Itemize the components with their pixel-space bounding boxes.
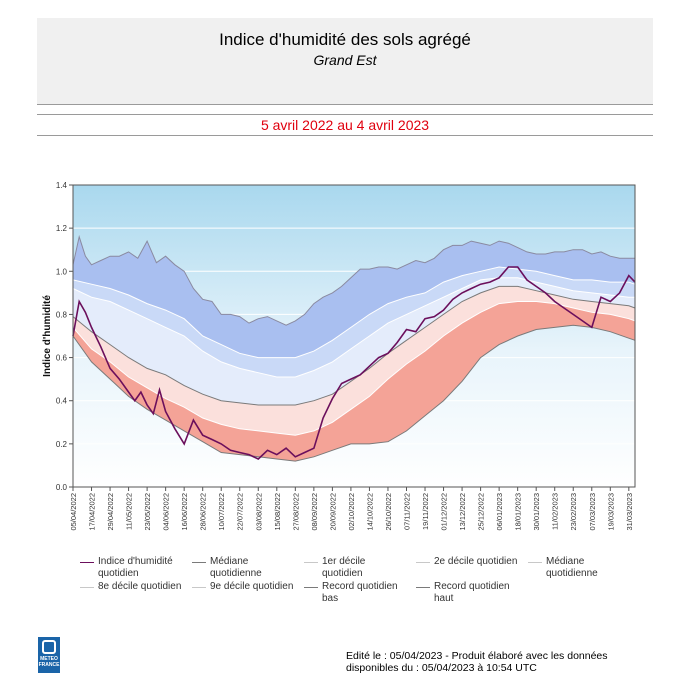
x-tick-label: 04/06/2022 [162, 493, 171, 531]
legend-swatch [416, 562, 430, 563]
y-tick-label: 1.2 [56, 224, 68, 233]
x-tick-label: 13/12/2022 [458, 493, 467, 531]
legend-label: Médiane quotidienne [546, 556, 598, 579]
band-decile-9 [73, 267, 635, 377]
x-tick-label: 30/01/2023 [532, 493, 541, 531]
chart-title: Indice d'humidité des sols agrégé [219, 30, 471, 49]
series-decile-9 [72, 266, 636, 359]
legend-item: 2e décile quotidien [416, 556, 518, 568]
meteo-france-logo: METEO FRANCE [38, 637, 60, 673]
legend-label: Record quotidien bas [322, 581, 398, 604]
footer-line-2: disponibles du : 05/04/2023 à 10:54 UTC [346, 662, 537, 674]
y-tick-label: 0.6 [56, 354, 68, 363]
x-tick-label: 06/01/2023 [495, 493, 504, 531]
series-decile-2 [72, 301, 636, 436]
soil-moisture-chart: 0.0 0.2 0.4 0.6 0.8 1.0 1.2 1.4 Indice d'humidit… [42, 181, 636, 531]
x-tick-label: 26/10/2022 [384, 493, 393, 531]
legend-label: Médiane quotidienne [210, 556, 262, 579]
legend-item: 1er décile quotidien [304, 556, 406, 580]
band-decile-8 [73, 277, 635, 405]
x-tick-label: 11/05/2022 [125, 493, 134, 530]
x-tick-label: 10/07/2022 [217, 493, 226, 531]
x-tick-label: 14/10/2022 [365, 493, 374, 531]
legend-label: 9e décile quotidien [210, 581, 294, 592]
legend-label: Record quotidien haut [434, 581, 510, 604]
series-record-high [72, 234, 635, 326]
legend-item: Médiane quotidienne [192, 556, 294, 580]
y-tick-label: 0.4 [56, 397, 68, 406]
chart-subtitle: Grand Est [313, 52, 377, 68]
x-tick-label: 11/02/2023 [551, 493, 560, 530]
legend-swatch [304, 587, 318, 588]
y-tick-label: 0.8 [56, 310, 68, 319]
x-tick-label: 07/03/2023 [588, 493, 597, 531]
header-panel: Indice d'humidité des sols agrégé Grand … [37, 18, 653, 105]
legend-label: 2e décile quotidien [434, 556, 518, 567]
series-record-low [72, 324, 636, 462]
legend-item: Médiane quotidienne [528, 556, 630, 580]
legend-item: Record quotidien haut [416, 581, 518, 605]
legend-swatch [416, 587, 430, 588]
band-record-high [73, 236, 635, 358]
band-record-low [73, 301, 635, 462]
logo-text: METEO FRANCE [38, 656, 60, 668]
x-tick-label: 23/05/2022 [143, 493, 152, 531]
band-median [73, 286, 635, 436]
x-tick-label: 16/06/2022 [180, 493, 189, 531]
legend-label: 8e décile quotidien [98, 581, 182, 592]
x-tick-label: 27/08/2022 [291, 493, 300, 531]
period-panel: 5 avril 2022 au 4 avril 2023 [37, 114, 653, 136]
footer-line-1: Edité le : 05/04/2023 - Produit élaboré … [346, 650, 608, 662]
footer-note: Edité le : 05/04/2023 - Produit élaboré … [346, 650, 608, 674]
x-tick-label: 31/03/2023 [625, 493, 634, 531]
x-tick-label: 01/12/2022 [440, 493, 449, 531]
legend-swatch [528, 562, 542, 563]
y-tick-label: 0.0 [56, 483, 68, 492]
legend-swatch [304, 562, 318, 563]
legend-swatch [80, 587, 94, 588]
legend-label: Indice d'humidité quotidien [98, 556, 173, 579]
legend-item: 9e décile quotidien [192, 581, 294, 593]
x-tick-label: 08/09/2022 [310, 493, 319, 531]
plot-frame [72, 184, 636, 488]
series-decile-8 [72, 277, 635, 378]
x-tick-label: 05/04/2022 [69, 493, 78, 531]
x-tick-label: 20/09/2022 [328, 493, 337, 531]
x-tick-label: 29/04/2022 [106, 493, 115, 531]
y-tick-label: 1.0 [56, 267, 68, 276]
x-tick-label: 02/10/2022 [347, 493, 356, 531]
y-tick-label: 1.4 [56, 181, 68, 190]
legend-swatch [192, 562, 206, 563]
x-tick-label: 03/08/2022 [254, 493, 263, 531]
x-tick-label: 07/11/2022 [402, 493, 411, 530]
x-tick-label: 17/04/2022 [88, 493, 97, 531]
legend-swatch [80, 562, 94, 563]
legend-swatch [192, 587, 206, 588]
logo-icon [42, 640, 56, 654]
legend-item: 8e décile quotidien [80, 581, 182, 593]
x-tick-label: 22/07/2022 [236, 493, 245, 531]
x-tick-label: 25/12/2022 [477, 493, 486, 531]
y-axis-label: Indice d'humidité [42, 295, 53, 377]
x-tick-label: 19/03/2023 [606, 493, 615, 531]
y-tick-label: 0.2 [56, 440, 68, 449]
legend-item: Indice d'humidité quotidien [80, 556, 182, 580]
legend-label: 1er décile quotidien [322, 556, 366, 579]
x-tick-label: 15/08/2022 [273, 493, 282, 531]
series-current-index [72, 266, 636, 460]
x-tick-label: 18/01/2023 [514, 493, 523, 531]
x-tick-label: 28/06/2022 [199, 493, 208, 531]
x-tick-label: 23/02/2023 [569, 493, 578, 531]
period-label: 5 avril 2022 au 4 avril 2023 [260, 117, 430, 133]
x-tick-label: 19/11/2022 [421, 493, 430, 530]
legend-item: Record quotidien bas [304, 581, 406, 605]
